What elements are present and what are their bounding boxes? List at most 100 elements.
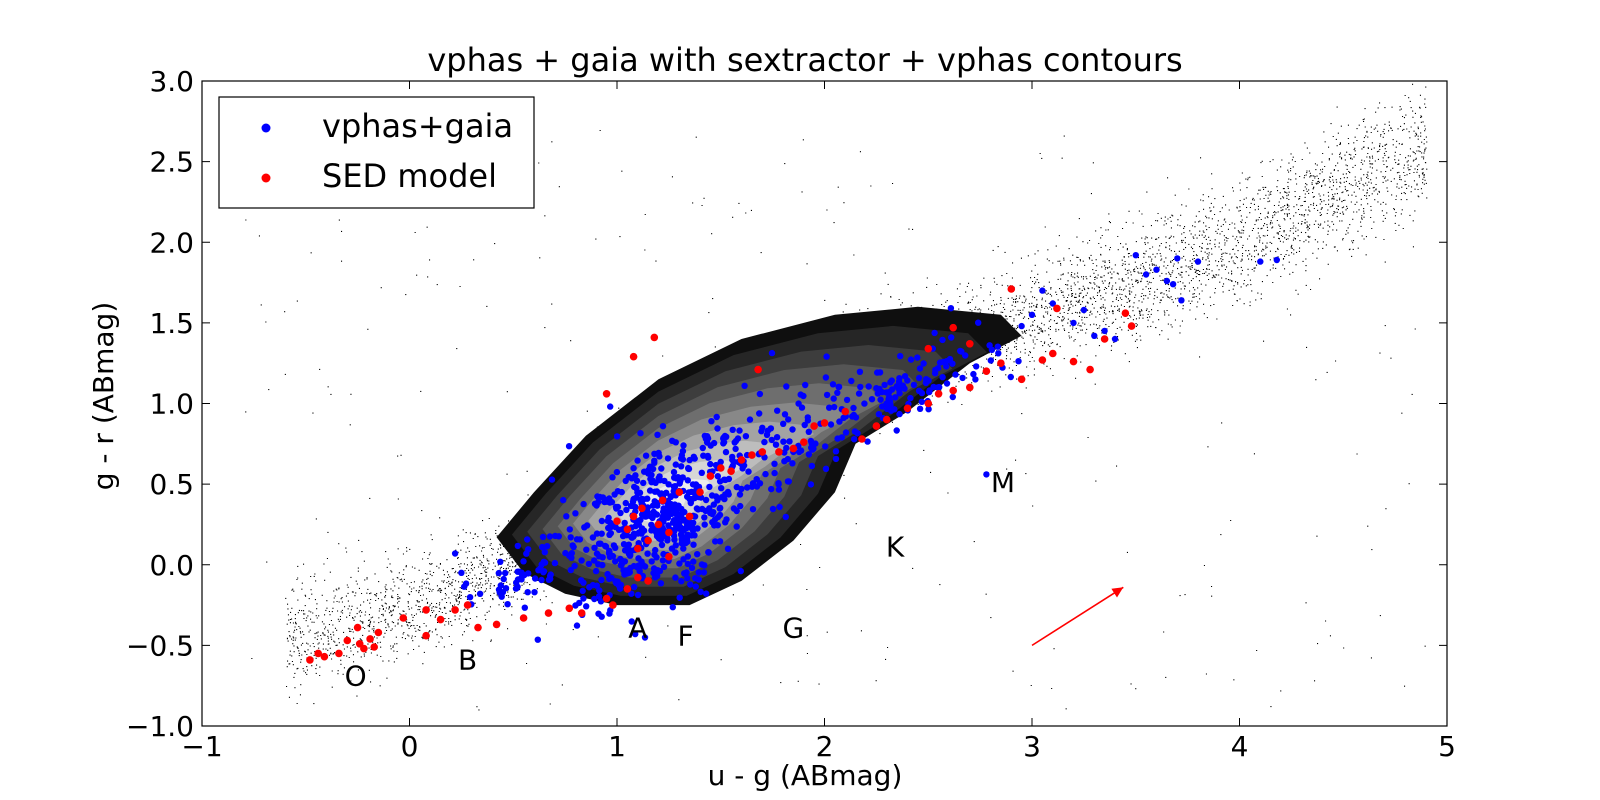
- vphas-gaia-point: [658, 530, 666, 537]
- vphas-gaia-point: [838, 434, 846, 441]
- vphas-gaia-point: [952, 371, 959, 378]
- vphas-gaia-point: [730, 505, 738, 512]
- vphas-gaia-point: [665, 481, 672, 488]
- vphas-gaia-point: [701, 514, 708, 521]
- vphas-gaia-point: [710, 501, 717, 508]
- vphas-gaia-point: [672, 574, 679, 581]
- vphas-gaia-point: [451, 550, 459, 557]
- sed-model-point: [717, 464, 725, 472]
- vphas-gaia-point: [756, 390, 764, 398]
- vphas-gaia-point: [762, 470, 769, 478]
- vphas-gaia-point: [804, 414, 811, 421]
- vphas-gaia-point: [722, 448, 730, 456]
- vphas-gaia-point: [923, 376, 930, 383]
- vphas-gaia-point: [635, 562, 642, 569]
- vphas-gaia-point: [831, 403, 838, 411]
- vphas-gaia-point: [671, 483, 679, 490]
- sed-model-point: [966, 340, 974, 348]
- vphas-gaia-point: [698, 469, 705, 476]
- vphas-gaia-point: [1257, 258, 1264, 265]
- vphas-gaia-point: [724, 545, 732, 552]
- sed-model-point: [623, 525, 632, 534]
- vphas-gaia-point: [868, 396, 876, 403]
- vphas-gaia-point: [940, 358, 947, 366]
- vphas-gaia-point: [630, 465, 637, 472]
- sed-model-point: [949, 386, 957, 395]
- spectral-type-f: F: [677, 619, 693, 652]
- vphas-gaia-point: [628, 534, 636, 541]
- vphas-gaia-point: [546, 533, 554, 540]
- vphas-gaia-point: [877, 396, 884, 403]
- vphas-gaia-point: [995, 350, 1002, 357]
- vphas-gaia-point: [771, 460, 778, 467]
- sed-model-point: [1069, 357, 1078, 366]
- sed-model-point: [754, 365, 762, 374]
- vphas-gaia-point: [753, 476, 760, 483]
- vphas-gaia-point: [1163, 277, 1171, 285]
- vphas-gaia-point: [589, 534, 597, 541]
- vphas-gaia-point: [679, 456, 687, 463]
- vphas-gaia-point: [620, 567, 627, 574]
- vphas-gaia-point: [705, 549, 712, 556]
- sed-model-point: [634, 573, 642, 582]
- vphas-gaia-point: [598, 517, 606, 525]
- vphas-gaia-point: [678, 505, 685, 513]
- vphas-gaia-point: [701, 521, 708, 528]
- vphas-gaia-point: [784, 478, 792, 485]
- vphas-gaia-point: [742, 433, 750, 440]
- sed-model-series: [306, 285, 1136, 664]
- vphas-gaia-point: [634, 530, 642, 537]
- legend-marker-vphas-gaia: [261, 123, 271, 133]
- vphas-gaia-point: [567, 534, 574, 541]
- sed-model-point: [1007, 285, 1016, 293]
- vphas-gaia-point: [864, 438, 871, 445]
- vphas-gaia-point: [656, 473, 663, 480]
- vphas-gaia-point: [899, 382, 907, 389]
- sed-model-point: [654, 520, 663, 529]
- vphas-gaia-point: [717, 458, 724, 466]
- vphas-gaia-point: [651, 488, 659, 495]
- vphas-gaia-point: [1142, 271, 1150, 278]
- sed-model-point: [903, 404, 912, 413]
- vphas-gaia-point: [678, 578, 685, 585]
- vphas-gaia-point: [462, 580, 470, 587]
- vphas-gaia-point: [680, 556, 687, 563]
- sed-model-point: [343, 636, 352, 645]
- vphas-gaia-point: [725, 491, 732, 498]
- vphas-gaia-point: [595, 498, 602, 506]
- vphas-gaia-point: [668, 510, 676, 517]
- vphas-gaia-point: [822, 443, 829, 450]
- sed-model-point: [609, 601, 617, 609]
- vphas-gaia-point: [780, 420, 787, 427]
- vphas-gaia-point: [901, 373, 909, 380]
- sed-model-point: [314, 649, 323, 658]
- vphas-gaia-point: [949, 393, 956, 401]
- vphas-gaia-point: [672, 549, 679, 556]
- vphas-gaia-point: [703, 433, 711, 440]
- vphas-gaia-point: [892, 394, 899, 401]
- vphas-gaia-point: [591, 557, 598, 564]
- vphas-gaia-point: [745, 468, 752, 475]
- vphas-gaia-point: [592, 567, 600, 575]
- sed-model-point: [360, 644, 368, 653]
- sed-model-point: [492, 620, 501, 629]
- vphas-gaia-point: [972, 376, 979, 383]
- vphas-gaia-point: [925, 406, 932, 413]
- vphas-gaia-point: [832, 448, 840, 455]
- vphas-gaia-point: [609, 474, 616, 481]
- reddening-arrow: [1031, 586, 1124, 647]
- vphas-gaia-point: [797, 391, 804, 398]
- vphas-gaia-point: [932, 366, 939, 374]
- vphas-gaia-point: [680, 527, 687, 534]
- spectral-type-o: O: [345, 660, 367, 693]
- vphas-gaia-point: [1015, 358, 1022, 365]
- vphas-gaia-point: [538, 576, 545, 584]
- vphas-gaia-point: [736, 491, 744, 498]
- legend-label-vphas-gaia: vphas+gaia: [322, 107, 513, 145]
- y-axis-label: g - r (ABmag): [87, 302, 120, 491]
- vphas-gaia-point: [663, 489, 670, 496]
- vphas-gaia-point: [832, 455, 840, 463]
- vphas-gaia-point: [659, 508, 667, 516]
- vphas-gaia-point: [690, 489, 698, 496]
- vphas-gaia-point: [749, 506, 757, 513]
